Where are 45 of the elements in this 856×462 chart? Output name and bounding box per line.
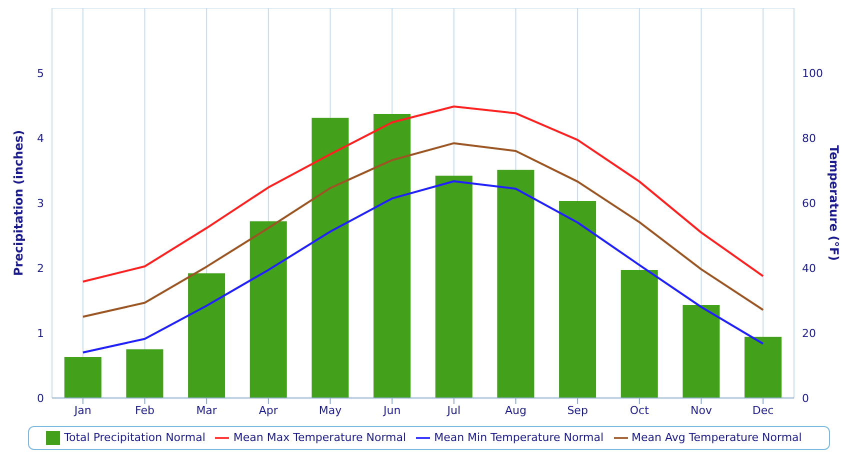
y-tick-label: 4 bbox=[37, 132, 44, 145]
x-tick-label: Aug bbox=[505, 404, 526, 417]
bar bbox=[374, 114, 411, 398]
x-tick-label: Jul bbox=[446, 404, 461, 417]
bar bbox=[64, 357, 102, 398]
legend-label: Mean Min Temperature Normal bbox=[434, 431, 604, 444]
bar bbox=[682, 305, 720, 398]
y2-tick-label: 100 bbox=[802, 66, 823, 80]
y2-tick-label: 0 bbox=[802, 392, 809, 405]
y-tick-label: 0 bbox=[37, 392, 44, 405]
x-tick-label: Nov bbox=[690, 404, 712, 417]
bar bbox=[744, 336, 782, 398]
bar bbox=[250, 221, 287, 398]
bar bbox=[188, 273, 226, 398]
bar bbox=[497, 170, 534, 398]
bar bbox=[126, 349, 164, 398]
y-tick-label: 3 bbox=[37, 196, 44, 210]
legend-label: Mean Max Temperature Normal bbox=[233, 431, 406, 444]
x-tick-label: Mar bbox=[196, 404, 218, 417]
x-tick-label: Dec bbox=[752, 404, 774, 417]
x-tick-label: Jun bbox=[382, 404, 401, 417]
line-series bbox=[82, 105, 764, 283]
y-axis-title: Precipitation (inches) bbox=[11, 130, 26, 276]
y-tick-label: 5 bbox=[37, 66, 44, 80]
line-series bbox=[82, 142, 764, 318]
y2-tick-label: 60 bbox=[802, 196, 816, 210]
x-tick-label: Feb bbox=[135, 404, 154, 417]
x-tick-label: May bbox=[318, 404, 342, 417]
x-tick-label: Oct bbox=[630, 404, 650, 417]
x-tick-label: Sep bbox=[567, 404, 588, 417]
legend-label: Mean Avg Temperature Normal bbox=[632, 431, 802, 444]
y-tick-label: 1 bbox=[37, 326, 44, 340]
x-tick-label: Apr bbox=[258, 404, 278, 417]
y-tick-label: 2 bbox=[37, 262, 44, 275]
x-tick-label: Jan bbox=[73, 404, 92, 417]
line-series bbox=[82, 180, 764, 354]
legend-label: Total Precipitation Normal bbox=[64, 431, 206, 444]
y2-tick-label: 20 bbox=[802, 326, 816, 340]
bar bbox=[435, 176, 472, 398]
y2-tick-label: 40 bbox=[802, 262, 816, 275]
y2-tick-label: 80 bbox=[802, 132, 816, 145]
bar bbox=[620, 270, 658, 398]
bar bbox=[559, 201, 596, 398]
bar bbox=[312, 118, 349, 398]
y2-axis-title: Temperature (°F) bbox=[826, 145, 841, 261]
